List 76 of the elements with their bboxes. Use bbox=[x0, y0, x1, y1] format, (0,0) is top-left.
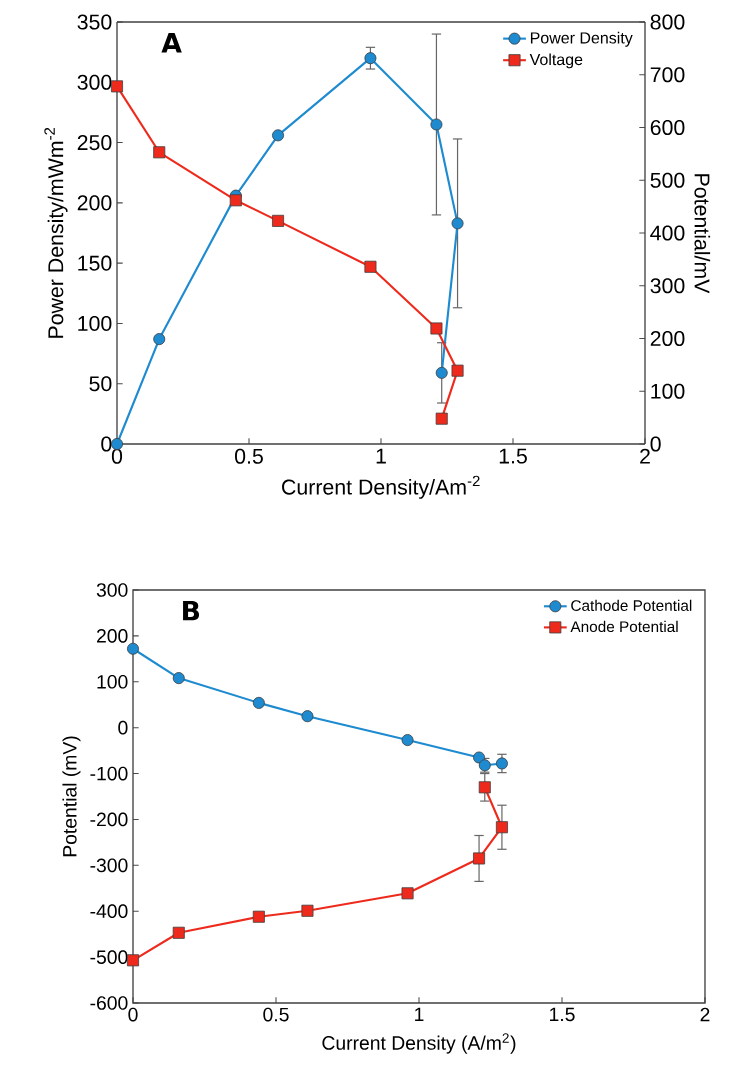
y-tick-label: -500 bbox=[90, 950, 128, 964]
annotation: B bbox=[183, 600, 200, 621]
point bbox=[473, 751, 486, 764]
point bbox=[229, 194, 242, 207]
y-tick-label: 100 bbox=[78, 315, 112, 331]
point bbox=[272, 214, 285, 227]
point bbox=[435, 366, 448, 379]
point bbox=[272, 129, 285, 142]
y-tick-label: 200 bbox=[97, 629, 128, 643]
point bbox=[153, 333, 166, 346]
y2-tick-label: 400 bbox=[650, 225, 685, 241]
y-tick-label: 350 bbox=[77, 14, 112, 30]
x-tick-label: 1.5 bbox=[550, 1007, 575, 1022]
y-tick-label: 0 bbox=[118, 720, 128, 735]
y2-tick-label: 600 bbox=[650, 119, 685, 136]
point bbox=[451, 217, 464, 230]
legend-label: Power Density bbox=[530, 31, 633, 47]
point bbox=[364, 260, 377, 273]
y2-tick-label: 500 bbox=[650, 172, 685, 188]
y-tick-label: 300 bbox=[77, 74, 112, 90]
x-tick-label: 1 bbox=[415, 1007, 424, 1022]
x-tick-label: 0.5 bbox=[235, 448, 263, 464]
y2-tick-label: 100 bbox=[651, 383, 685, 399]
y-tick-label: 0 bbox=[101, 436, 112, 452]
y2-tick-label: 800 bbox=[650, 14, 685, 30]
y2-tick-label: 300 bbox=[650, 278, 685, 294]
x-tick-label: 0 bbox=[128, 1007, 138, 1022]
point bbox=[478, 781, 491, 794]
point bbox=[495, 821, 508, 834]
y-tick-label: -200 bbox=[90, 812, 128, 827]
point bbox=[401, 887, 414, 900]
y2-tick-label: 700 bbox=[650, 67, 685, 83]
point bbox=[430, 322, 443, 335]
x-axis-title: Current Density/Am$^{-2}$ bbox=[282, 475, 480, 499]
point bbox=[364, 52, 377, 65]
x-tick-label: 1 bbox=[376, 448, 386, 464]
point bbox=[473, 852, 486, 865]
point bbox=[301, 710, 314, 723]
point bbox=[111, 80, 123, 93]
point bbox=[172, 672, 185, 685]
point bbox=[451, 364, 464, 377]
legend-label: Anode Potential bbox=[570, 620, 678, 633]
x-axis-title: Current Density (A/m$^{2}$) bbox=[322, 1033, 516, 1054]
point bbox=[301, 904, 314, 917]
y-tick-label: -100 bbox=[90, 766, 128, 781]
x-tick-label: 1.5 bbox=[499, 448, 527, 464]
y-tick-label: 100 bbox=[97, 674, 128, 689]
y2-axis-title: Potential/mV bbox=[694, 174, 711, 294]
point bbox=[153, 146, 166, 159]
y-tick-label: -300 bbox=[90, 858, 128, 873]
y-tick-label: 250 bbox=[77, 135, 112, 151]
point bbox=[495, 757, 508, 770]
legend-label: Cathode Potential bbox=[571, 599, 692, 611]
y2-tick-label: 200 bbox=[650, 330, 685, 347]
point bbox=[430, 118, 443, 131]
point bbox=[127, 642, 139, 655]
y-tick-label: -600 bbox=[90, 996, 128, 1010]
legend-label: Voltage bbox=[529, 53, 583, 69]
y2-tick-label: 0 bbox=[650, 436, 661, 452]
point bbox=[252, 910, 265, 923]
point bbox=[401, 734, 414, 747]
annotation: A bbox=[161, 33, 182, 53]
x-tick-label: 2 bbox=[700, 1007, 710, 1022]
point bbox=[127, 954, 139, 967]
x-tick-label: 2 bbox=[640, 448, 650, 464]
y-tick-label: 300 bbox=[96, 583, 128, 597]
y-tick-label: 150 bbox=[78, 255, 112, 271]
y-tick-label: 200 bbox=[77, 195, 112, 211]
x-tick-label: 0.5 bbox=[263, 1007, 289, 1022]
y-tick-label: 50 bbox=[89, 376, 112, 392]
point bbox=[252, 696, 265, 709]
point bbox=[435, 412, 448, 425]
point bbox=[172, 926, 185, 939]
y-axis-title: Potential (mV) bbox=[62, 736, 81, 857]
y-axis-title: Power Density/mWm$^{-2}$ bbox=[44, 127, 68, 338]
y-tick-label: -400 bbox=[90, 904, 128, 919]
